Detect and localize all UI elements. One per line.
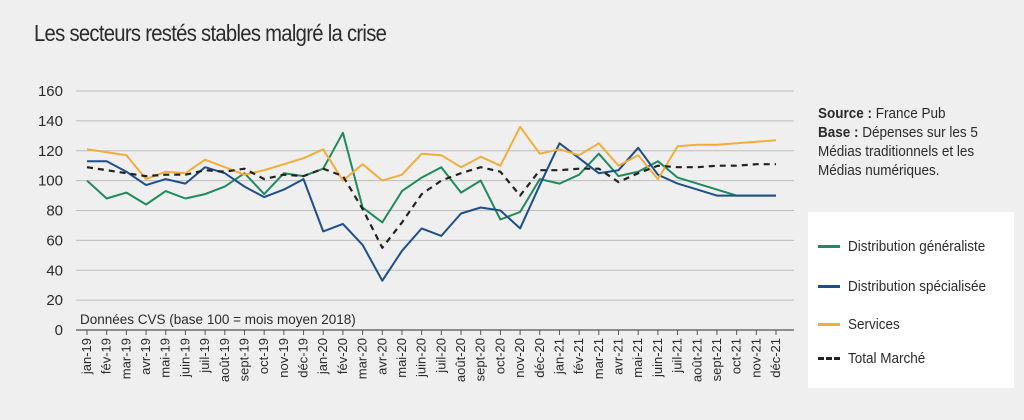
legend-swatch [818, 284, 840, 288]
legend-label: Services [848, 315, 900, 333]
y-tick-label: 120 [38, 143, 63, 160]
x-tick-label: août-19 [217, 338, 232, 382]
x-tick-label: fév-19 [99, 338, 114, 374]
legend: Distribution généraliste Distribution sp… [808, 212, 1014, 388]
x-tick-label: mar-19 [118, 338, 133, 379]
series-lines [86, 125, 777, 282]
y-tick-label: 160 [38, 83, 63, 100]
legend-label: Distribution généraliste [848, 237, 986, 255]
x-tick-label: sept-20 [473, 338, 488, 381]
y-tick-label: 40 [46, 262, 63, 279]
y-tick-label: 80 [46, 203, 63, 220]
y-axis-ticks: 0 20 40 60 80 100 120 140 160 [38, 83, 63, 339]
x-tick-label: mar-21 [591, 338, 606, 379]
x-tick-label: jan-19 [79, 338, 94, 375]
x-tick-label: avr-21 [611, 338, 626, 375]
source-label: Source : [818, 105, 873, 122]
x-tick-label: mar-20 [355, 338, 370, 379]
source-value: France Pub [875, 105, 946, 122]
x-tick-label: jan-20 [315, 338, 330, 375]
x-tick-label: oct-20 [492, 338, 507, 374]
x-tick-label: déc-20 [532, 338, 547, 378]
x-tick-label: nov-21 [748, 338, 763, 378]
series-line-total-marche [86, 163, 776, 249]
x-tick-label: mai-21 [630, 338, 645, 378]
legend-item-total-marche: Total Marché [818, 348, 934, 368]
x-tick-label: jan-21 [551, 338, 566, 375]
x-tick-label: fév-20 [335, 338, 350, 374]
legend-swatch [818, 356, 840, 360]
y-tick-label: 0 [55, 322, 63, 339]
x-tick-label: nov-20 [512, 338, 527, 378]
x-tick-label: mai-19 [158, 338, 173, 378]
x-tick-label: juil-19 [197, 338, 212, 374]
x-tick-label: juil-21 [670, 338, 685, 374]
x-tick-label: mai-20 [394, 338, 409, 378]
legend-item-distribution-generaliste: Distribution généraliste [818, 236, 1001, 256]
legend-label: Total Marché [848, 349, 926, 367]
x-tick-label: juil-20 [433, 338, 448, 374]
legend-item-distribution-specialisee: Distribution spécialisée [818, 276, 1001, 296]
chart-title: Les secteurs restés stables malgré la cr… [34, 20, 387, 46]
x-tick-label: déc-21 [768, 338, 783, 378]
y-tick-label: 140 [38, 113, 63, 130]
series-line-distribution-specialisee [87, 142, 776, 282]
legend-swatch [818, 244, 840, 248]
series-line-distribution-generaliste [86, 131, 776, 224]
base-label: Base : [818, 124, 859, 141]
x-tick-label: juin-19 [177, 338, 192, 378]
x-tick-label: fév-21 [571, 338, 586, 374]
x-tick-label: avr-19 [138, 338, 153, 375]
y-tick-label: 60 [46, 232, 63, 249]
x-axis-ticks: jan-19 fév-19 mar-19 avr-19 mai-19 juin-19 jui… [79, 330, 783, 382]
y-tick-label: 100 [38, 173, 63, 190]
x-tick-label: sept-21 [709, 338, 724, 381]
x-tick-label: sept-19 [236, 338, 251, 381]
x-tick-label: juin-20 [414, 338, 429, 378]
x-tick-label: avr-20 [374, 338, 389, 375]
legend-label: Distribution spécialisée [848, 277, 987, 295]
x-tick-label: août-20 [453, 338, 468, 382]
x-tick-label: oct-19 [256, 338, 271, 374]
grid-lines [76, 90, 794, 331]
x-tick-label: nov-19 [276, 338, 291, 378]
chart-note: Données CVS (base 100 = mois moyen 2018) [80, 312, 356, 327]
x-tick-label: juin-21 [650, 338, 665, 378]
series-line-services [86, 125, 777, 182]
base-value: Dépenses sur les 5 Médias traditionnels … [818, 124, 978, 179]
y-tick-label: 20 [46, 292, 63, 309]
legend-item-services: Services [818, 314, 906, 334]
x-tick-label: oct-21 [729, 338, 744, 374]
x-tick-label: août-21 [689, 338, 704, 382]
source-info: Source : France Pub Base : Dépenses sur … [818, 104, 998, 180]
x-tick-label: déc-19 [296, 338, 311, 378]
legend-swatch [818, 322, 840, 326]
